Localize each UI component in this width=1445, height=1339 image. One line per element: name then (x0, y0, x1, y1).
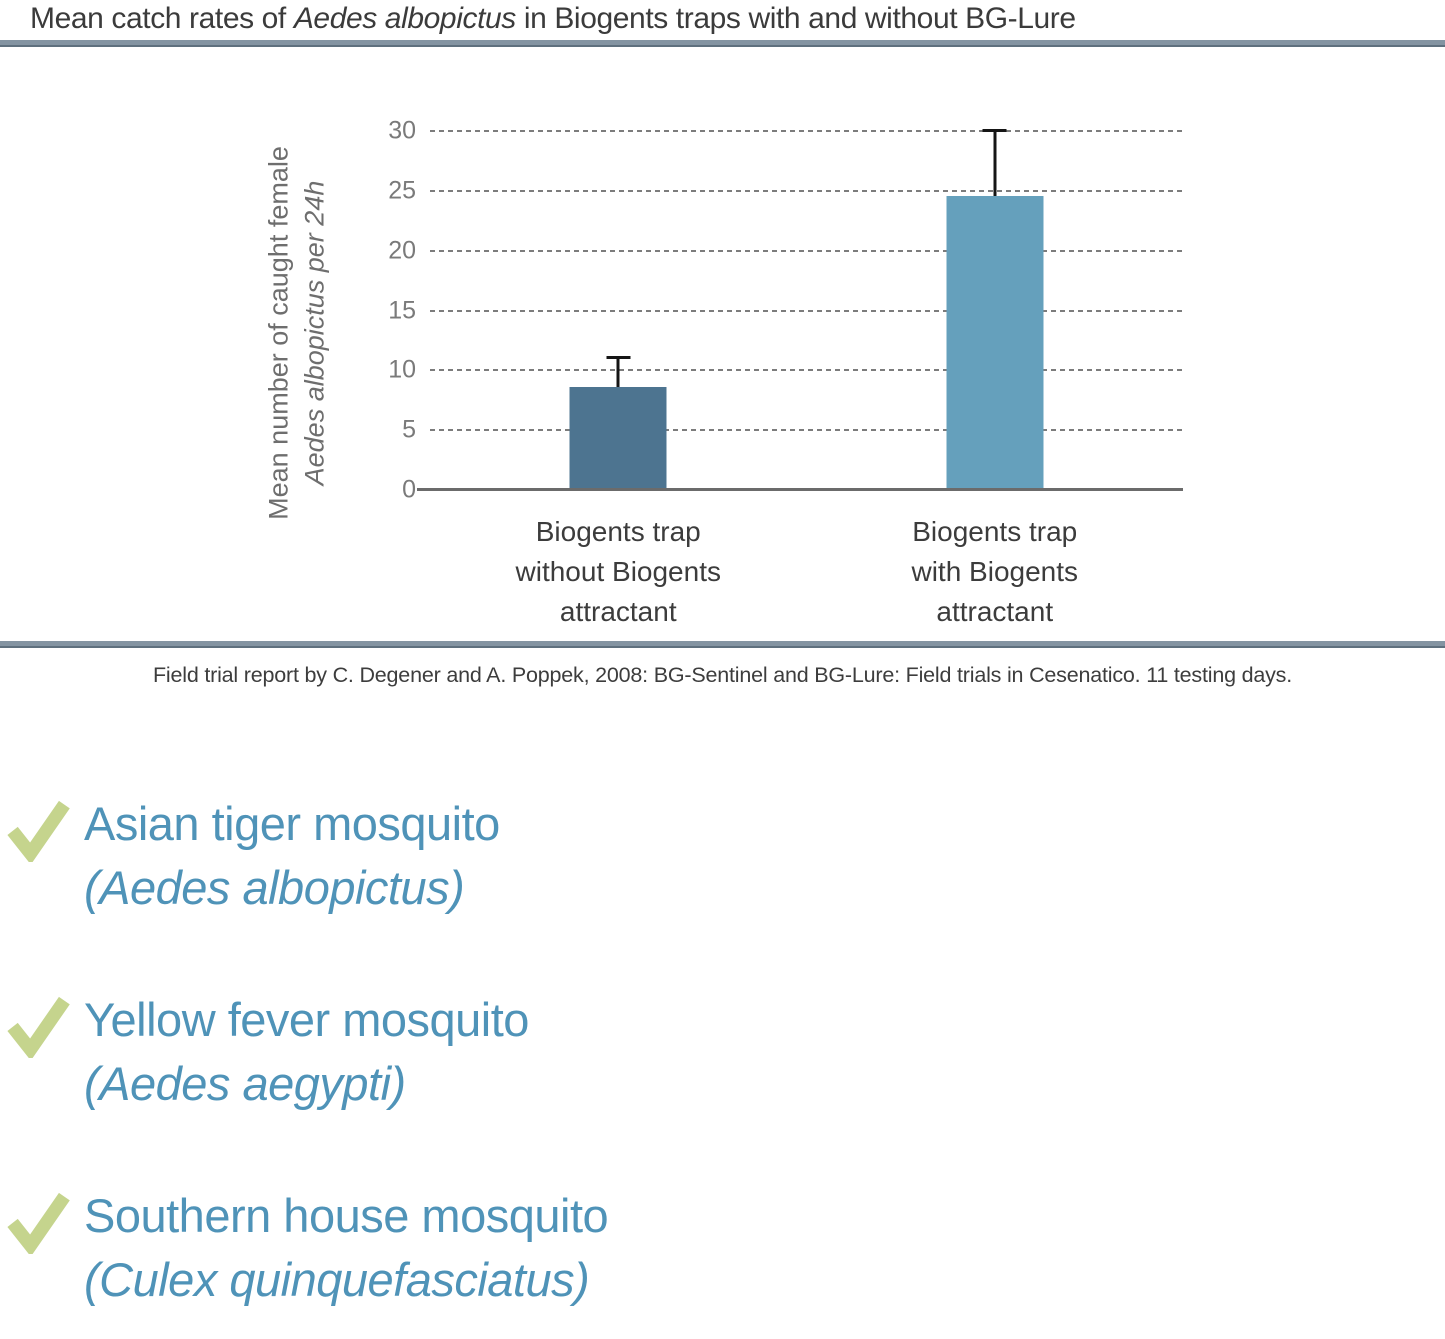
category-label-with-attractant: Biogents trap with Biogents attractant (807, 512, 1184, 632)
y-axis-label-line2: Aedes albopictus per 24h (299, 180, 329, 486)
bar-chart: Mean number of caught female Aedes albop… (0, 47, 1445, 641)
category-label-without-attractant: Biogents trap without Biogents attractan… (430, 512, 807, 632)
species-text: Asian tiger mosquito (Aedes albopictus) (84, 792, 500, 921)
page-title-pre: Mean catch rates of (30, 2, 294, 35)
species-common-name: Southern house mosquito (84, 1188, 609, 1242)
source-citation: Field trial report by C. Degener and A. … (152, 663, 1292, 687)
plot-area: 0 5 10 15 20 25 30 Biogents trap without… (388, 118, 1184, 627)
checklist-item-southern-house: Southern house mosquito (Culex quinquefa… (6, 1184, 1445, 1313)
checkmark-icon (7, 800, 70, 862)
error-bar-without-attractant (616, 355, 620, 388)
species-latin-name: (Culex quinquefasciatus) (84, 1252, 590, 1306)
checklist-item-yellow-fever: Yellow fever mosquito (Aedes aegypti) (6, 988, 1445, 1117)
species-checklist: Asian tiger mosquito (Aedes albopictus) … (0, 792, 1445, 1312)
source-divider (0, 641, 1445, 648)
category-label-line: attractant (559, 596, 677, 628)
y-axis-label: Mean number of caught female Aedes albop… (261, 146, 332, 520)
y-tick-15: 15 (388, 296, 416, 324)
page-title-post: in Biogents traps with and without BG-Lu… (515, 2, 1076, 35)
category-label-line: Biogents trap (912, 516, 1078, 547)
title-block: Mean catch rates of Aedes albopictus in … (0, 0, 1445, 40)
gridline-5 (430, 429, 1183, 432)
column-with-attractant: Biogents trap with Biogents attractant (807, 128, 1184, 627)
y-tick-10: 10 (388, 355, 416, 384)
checkmark-icon (7, 1192, 70, 1254)
title-divider (0, 40, 1445, 47)
category-label-line: without Biogents (515, 556, 721, 588)
species-latin-name: (Aedes albopictus) (84, 861, 465, 915)
error-bar-with-attractant (993, 128, 997, 196)
species-latin-name: (Aedes aegypti) (84, 1057, 406, 1111)
gridline-25 (430, 189, 1183, 192)
bar-with-attractant (946, 195, 1044, 490)
y-tick-0: 0 (402, 475, 416, 504)
bar-columns: Biogents trap without Biogents attractan… (430, 128, 1184, 627)
x-axis-line (417, 488, 1183, 491)
gridline-30 (430, 130, 1183, 132)
column-without-attractant: Biogents trap without Biogents attractan… (430, 131, 807, 627)
y-tick-30: 30 (388, 116, 416, 145)
species-text: Yellow fever mosquito (Aedes aegypti) (84, 988, 529, 1117)
category-label-line: attractant (936, 596, 1054, 628)
gridline-15 (430, 309, 1183, 312)
species-common-name: Asian tiger mosquito (84, 797, 500, 850)
y-tick-25: 25 (388, 176, 416, 205)
category-label-line: with Biogents (911, 556, 1079, 588)
y-tick-20: 20 (388, 236, 416, 265)
species-text: Southern house mosquito (Culex quinquefa… (84, 1184, 609, 1313)
species-common-name: Yellow fever mosquito (84, 992, 529, 1046)
y-axis-label-line1: Mean number of caught female (263, 146, 294, 520)
gridline-10 (430, 369, 1183, 372)
source-block: Field trial report by C. Degener and A. … (0, 648, 1445, 688)
gridline-20 (430, 249, 1183, 252)
y-tick-5: 5 (402, 415, 416, 444)
bar-without-attractant (569, 387, 667, 490)
checkmark-icon (7, 996, 70, 1058)
checklist-item-asian-tiger: Asian tiger mosquito (Aedes albopictus) (6, 792, 1445, 921)
category-label-line: Biogents trap (535, 516, 701, 547)
page-title-species: Aedes albopictus (293, 2, 516, 35)
page-title: Mean catch rates of Aedes albopictus in … (30, 2, 1435, 36)
